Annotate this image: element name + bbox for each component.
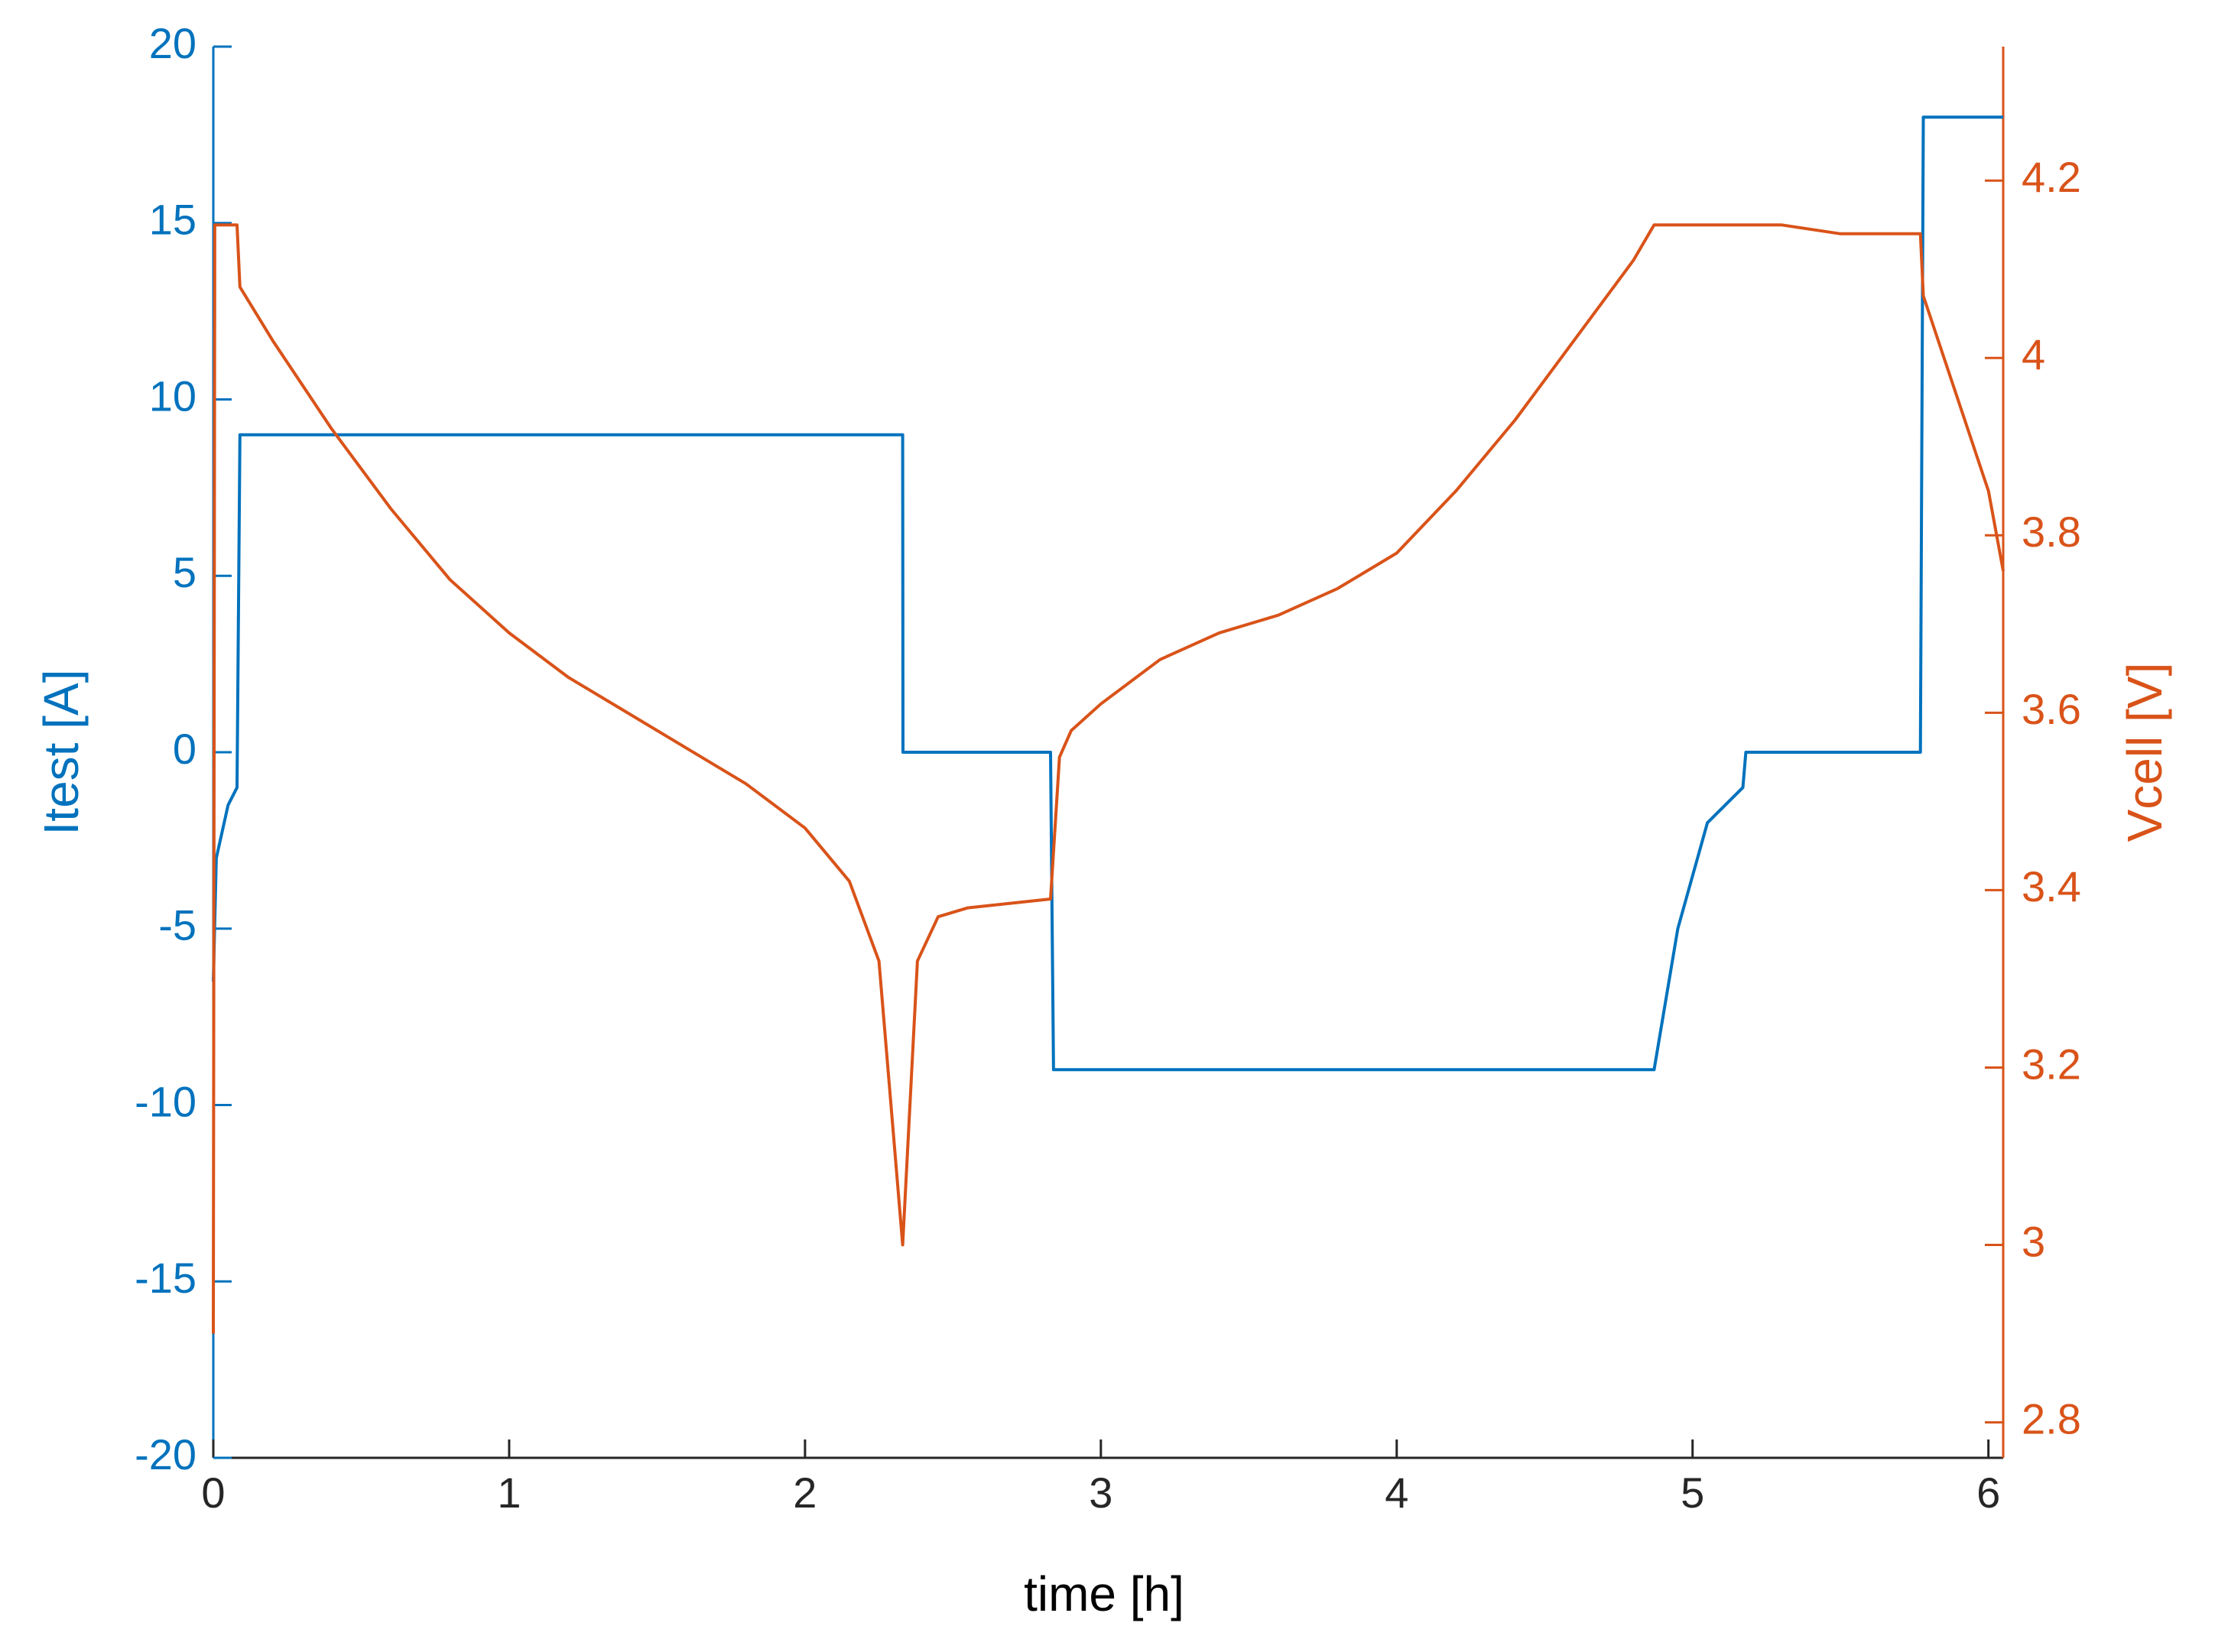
y-tick-label: -15 (135, 1254, 196, 1302)
y-tick-label: 20 (149, 19, 196, 67)
y2-tick-label: 3.6 (2022, 685, 2081, 733)
y-tick-label: -10 (135, 1077, 196, 1125)
y2-tick-label: 2.8 (2022, 1394, 2081, 1443)
y-tick-label: -20 (135, 1430, 196, 1478)
x-tick-label: 6 (1976, 1469, 2000, 1517)
x-axis-label: time [h] (1024, 1566, 1184, 1621)
y-tick-label: 15 (149, 196, 196, 244)
y2-tick-label: 3.4 (2022, 862, 2081, 910)
y-tick-label: 10 (149, 372, 196, 420)
y2-tick-label: 3.8 (2022, 508, 2081, 556)
x-tick-label: 1 (497, 1469, 521, 1517)
y2-tick-label: 3.2 (2022, 1040, 2081, 1088)
y2-tick-label: 3 (2022, 1217, 2045, 1265)
x-tick-label: 3 (1089, 1469, 1112, 1517)
x-tick-label: 5 (1681, 1469, 1704, 1517)
data-line (212, 223, 2005, 1334)
data-line (212, 115, 2003, 1072)
y-tick-label: 0 (173, 725, 196, 773)
y2-tick-label: 4.2 (2022, 153, 2081, 201)
x-tick-label: 4 (1385, 1469, 1408, 1517)
y-axis-label: Itest [A] (34, 670, 89, 836)
y-tick-label: -5 (158, 901, 196, 949)
y-tick-label: 5 (173, 548, 196, 596)
x-tick-label: 2 (793, 1469, 817, 1517)
y2-tick-label: 4 (2022, 330, 2045, 378)
x-tick-label: 0 (201, 1469, 225, 1517)
y2-axis-label: Vcell [V] (2117, 663, 2172, 842)
